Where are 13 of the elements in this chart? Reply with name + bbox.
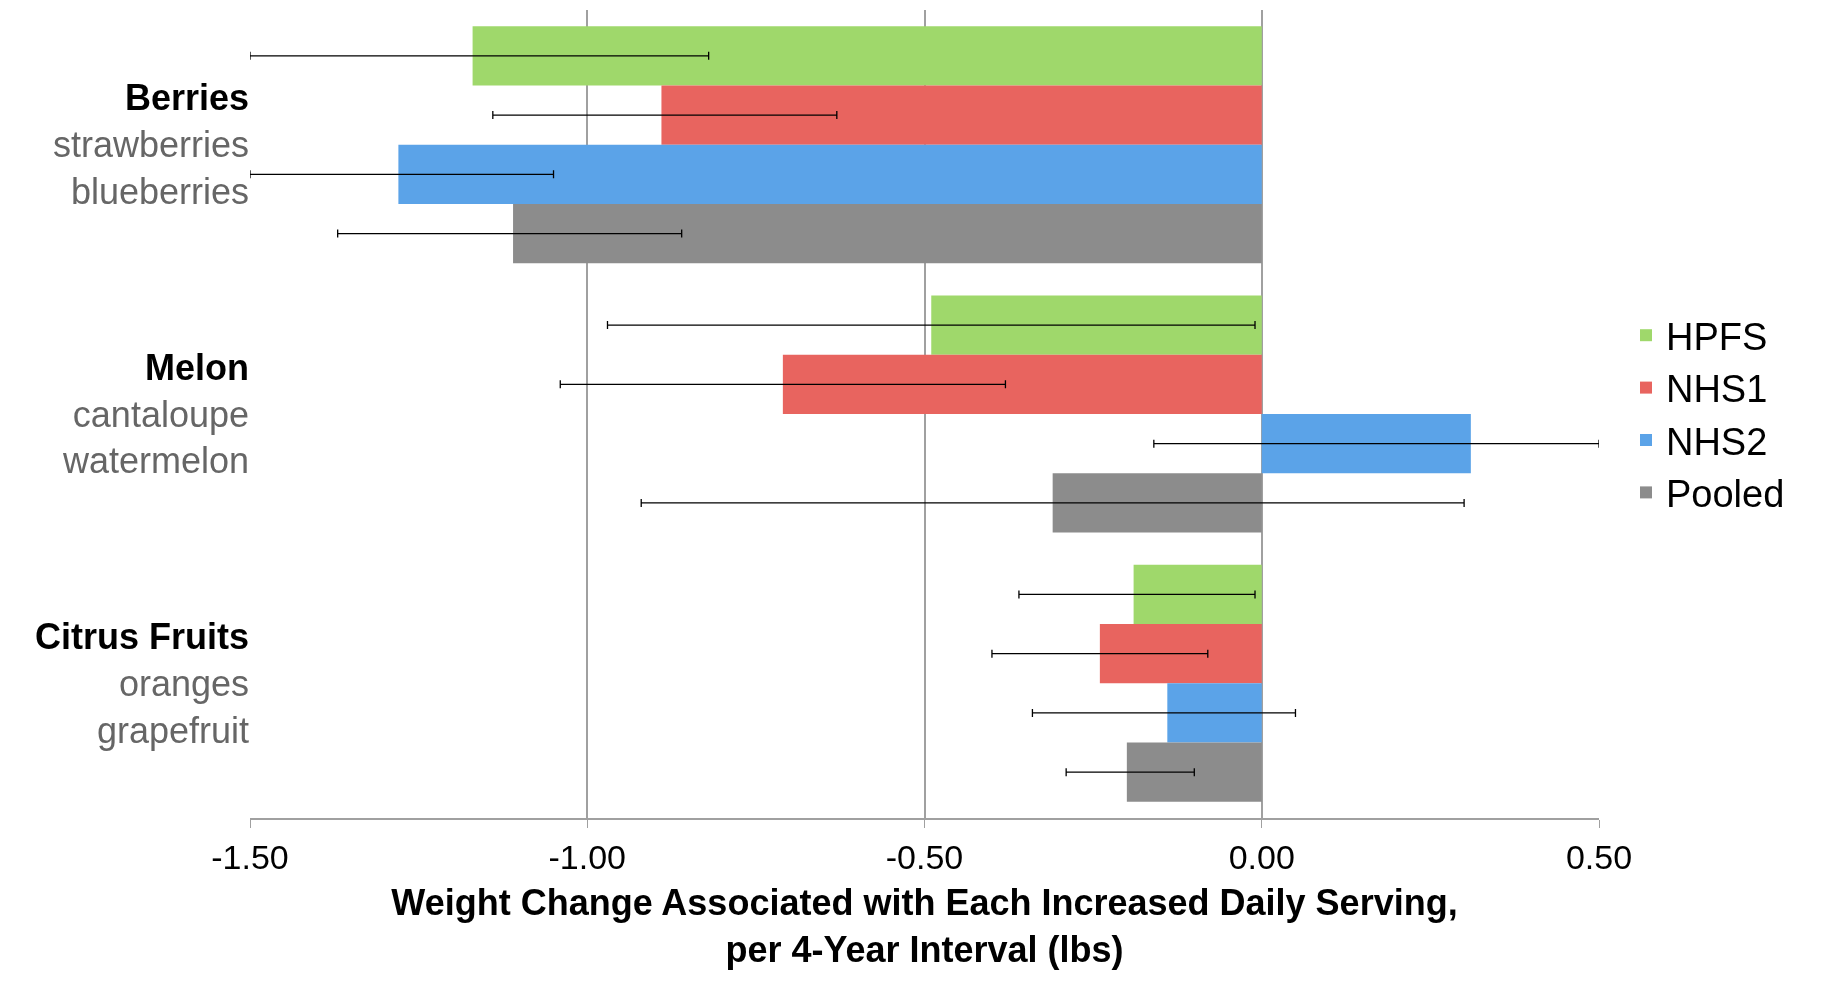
x-tick-label: -1.50	[211, 837, 289, 876]
x-axis-title: Weight Change Associated with Each Increased Daily Serving, per 4-Year Interval (lbs)	[391, 881, 1458, 970]
y-tick-label: Melon cantaloupe watermelon	[61, 346, 249, 482]
x-tick-label: -1.00	[548, 837, 626, 876]
x-tick-label: 0.00	[1228, 837, 1295, 876]
x-tick-label: -0.50	[885, 837, 964, 876]
y-tick-label: Berries strawberries blueberries	[52, 77, 249, 213]
legend-label: Pooled	[1665, 473, 1785, 516]
legend-label: NHS2	[1665, 420, 1768, 463]
y-tick-label: Citrus Fruits oranges grapefruit	[34, 616, 249, 751]
legend-label: NHS1	[1665, 368, 1768, 411]
legend-label: HPFS	[1665, 316, 1768, 359]
x-tick-label: 0.50	[1565, 837, 1633, 876]
